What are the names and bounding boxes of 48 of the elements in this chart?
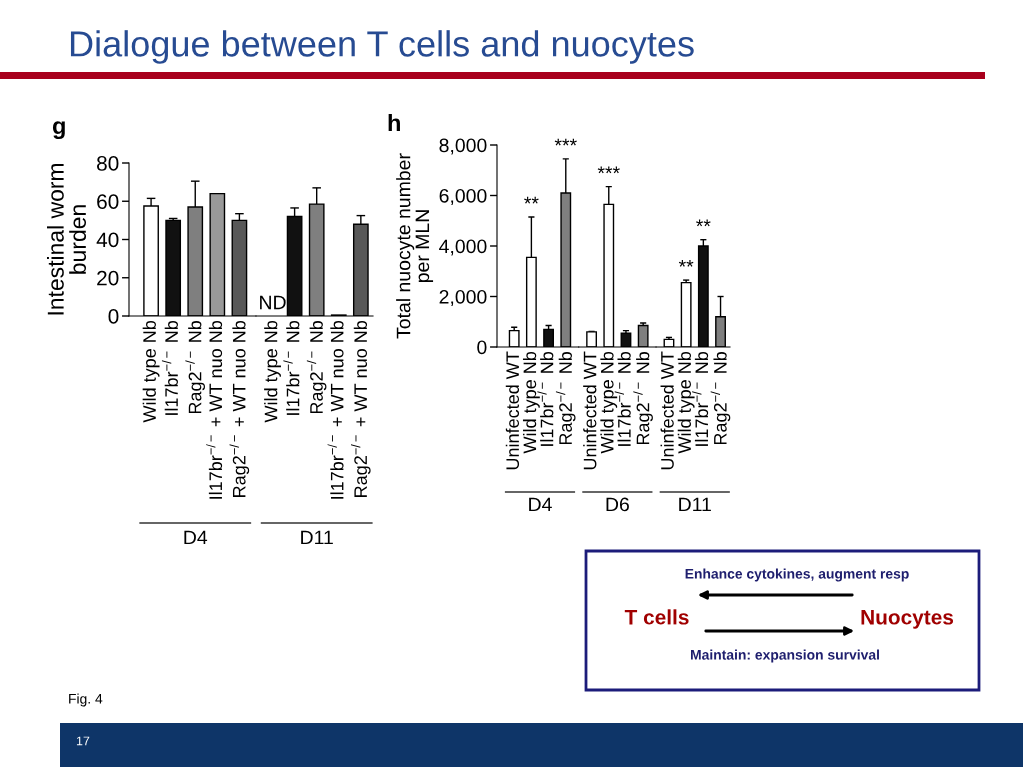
x-tick-label: Rag2$^{−/−}$ Nb [185,320,205,414]
x-tick-label: Rag2$^{−/−}$ Nb [306,320,327,414]
y-tick-label: 0 [108,309,119,324]
y-tick-label: 4,000 [439,239,487,256]
x-tick-label: Rag2$^{−/−}$ + WT nuo Nb [351,320,371,497]
x-tick-label: Il17br$^{−/−}$ Nb [161,320,178,415]
annotation: *** [597,166,620,174]
y-tick-label: 2,000 [439,289,487,307]
x-tick-label: Il17br$^{−/−}$ + WT nuo Nb [327,320,344,499]
x-tick-label: Rag2$^{−/−}$ Nb [555,351,576,445]
x-axis-title: D11 [301,530,333,545]
y-tick-label: 60 [97,194,119,209]
y-tick-label: 40 [96,232,119,248]
chart-title: h [388,114,400,132]
x-tick-label: Rag2$^{−/−}$ + WT nuo Nb [229,320,250,497]
x-tick-label: Il17br$^{−/−}$ Nb [283,320,300,415]
x-axis-title: D4 [529,497,552,512]
annotation: ** [524,196,539,204]
y-tick-label: 0 [477,340,487,355]
x-axis-title: D6 [606,497,629,512]
text: Nuocytes [861,610,954,629]
text: Maintain: expansion survival [691,649,879,663]
x-tick-label: Uninfected WT [505,351,520,470]
text: Enhance cytokines, augment resp [685,568,909,582]
annotation: *** [554,138,577,146]
text: Dialogue between T cells and nuocytes [70,30,694,64]
annotation: ** [678,259,694,267]
y-tick-label: 8,000 [439,138,487,155]
x-tick-label: Rag2$^{−/−}$ Nb [633,351,653,445]
x-tick-label: Rag2$^{−/−}$ Nb [710,351,731,445]
text: T cells [624,609,689,625]
text: 17 [76,736,90,746]
chart-title: g [52,121,65,140]
x-tick-label: Il17br$^{−/−}$ + WT nuo Nb [206,320,223,499]
caption: Fig. 4 [69,693,103,707]
y-tick-label: 80 [97,156,119,171]
y-axis-title: Total nuocyte number per MLN [396,153,434,339]
x-axis-title: D11 [679,497,711,512]
annotation: ND [260,295,286,310]
x-tick-label: Wild type Nb [142,320,160,423]
y-tick-label: 6,000 [439,188,487,206]
x-tick-label: Uninfected WT [660,351,674,470]
x-tick-label: Uninfected WT [583,351,597,470]
x-tick-label: Wild type Nb [264,320,281,423]
y-axis-title: Intestinal worm burden [47,163,87,315]
annotation: ** [696,219,711,227]
x-axis-title: D4 [184,530,208,545]
y-tick-label: 20 [97,270,119,286]
